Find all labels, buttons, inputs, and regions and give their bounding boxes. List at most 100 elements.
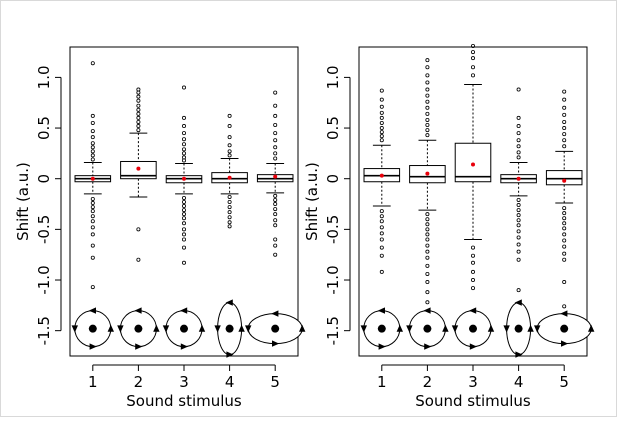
outlier-point — [516, 249, 521, 254]
arrow-icon — [377, 307, 385, 314]
mean-marker — [425, 171, 430, 176]
arrow-icon — [514, 299, 522, 306]
stimulus-center-dot — [514, 324, 523, 333]
x-tick-label: 5 — [559, 373, 569, 391]
arrow-icon — [442, 324, 449, 332]
outlier-point — [181, 158, 186, 163]
outlier-point — [136, 115, 141, 120]
outlier-point — [562, 138, 567, 143]
arrow-icon — [71, 325, 78, 333]
box-group — [165, 85, 203, 265]
outlier-point — [425, 58, 430, 63]
outlier-point — [425, 255, 430, 260]
outlier-point — [516, 115, 521, 120]
arrow-icon — [272, 340, 280, 347]
stimulus-center-dot — [423, 324, 432, 333]
y-tick-label: 1.0 — [35, 65, 53, 89]
outlier-point — [516, 229, 521, 234]
outlier-point — [425, 99, 430, 104]
arrow-icon — [378, 343, 386, 350]
stimulus-center-dot — [88, 324, 97, 333]
outlier-point — [470, 269, 475, 274]
stimulus-center-dot — [225, 324, 234, 333]
outlier-point — [227, 220, 232, 225]
arrow-icon — [117, 325, 124, 333]
outlier-point — [273, 218, 278, 223]
outlier-point — [181, 212, 186, 217]
left-boxplot-panel: -1.5 -1.0 -0.5 0 0.5 1.0 Shift (a.u.) 1 2 3 4 5 Soun… — [14, 46, 306, 410]
outlier-point — [136, 119, 141, 124]
x-axis-label: Sound stimulus — [415, 392, 531, 410]
outlier-point — [181, 204, 186, 209]
outlier-point — [273, 151, 278, 156]
outlier-point — [90, 219, 95, 224]
arrow-icon — [503, 325, 510, 333]
arrow-icon — [225, 299, 233, 306]
box-group — [363, 88, 401, 274]
outlier-point — [227, 113, 232, 118]
stimulus-icon-circle — [117, 307, 160, 350]
y-tick-label: -1.5 — [35, 316, 53, 345]
outlier-point — [562, 244, 567, 249]
x-axis-label: Sound stimulus — [126, 392, 242, 410]
outlier-point — [379, 130, 384, 135]
outlier-point — [379, 225, 384, 230]
outlier-point — [227, 205, 232, 210]
outlier-point — [273, 90, 278, 95]
x-tick-label: 1 — [377, 373, 387, 391]
outlier-point — [562, 89, 567, 94]
outlier-point — [227, 215, 232, 220]
arrow-icon — [245, 325, 252, 333]
outlier-point — [181, 131, 186, 136]
outlier-point — [90, 205, 95, 210]
box-group — [256, 90, 294, 257]
outlier-point — [273, 237, 278, 242]
arrow-icon — [88, 307, 96, 314]
outlier-point — [562, 97, 567, 102]
outlier-point — [273, 207, 278, 212]
outlier-point — [136, 257, 141, 262]
arrow-icon — [135, 343, 143, 350]
outlier-point — [90, 145, 95, 150]
outlier-point — [379, 88, 384, 93]
outlier-point — [425, 249, 430, 254]
y-tick-label: -0.5 — [35, 215, 53, 244]
box-group — [545, 89, 583, 309]
outlier-point — [425, 263, 430, 268]
plot-frame — [69, 46, 299, 357]
outlier-point — [562, 238, 567, 243]
outlier-point — [470, 286, 475, 291]
outlier-point — [425, 73, 430, 78]
outlier-point — [516, 138, 521, 143]
outlier-point — [273, 145, 278, 150]
stimulus-icon-circle — [162, 307, 206, 350]
outlier-point — [136, 111, 141, 116]
outlier-point — [425, 237, 430, 242]
outlier-point — [273, 212, 278, 217]
stimulus-icon-circle — [406, 307, 449, 350]
arrow-icon — [214, 325, 221, 333]
arrow-icon — [396, 324, 403, 332]
mean-marker — [90, 176, 95, 181]
y-tick-label: 0 — [324, 174, 342, 184]
stimulus-center-dot — [377, 324, 386, 333]
x-tick-label: 3 — [468, 373, 478, 391]
arrow-icon — [588, 324, 595, 332]
outlier-point — [273, 252, 278, 257]
outlier-point — [90, 285, 95, 290]
x-tick-label: 2 — [423, 373, 433, 391]
outlier-point — [425, 217, 430, 222]
stimulus-icon-circle — [360, 307, 403, 350]
outlier-point — [379, 115, 384, 120]
outlier-point — [227, 124, 232, 129]
outlier-point — [181, 124, 186, 129]
outlier-point — [470, 56, 475, 61]
outlier-point — [562, 257, 567, 262]
arrow-icon — [238, 324, 245, 332]
outlier-point — [379, 134, 384, 139]
outlier-point — [516, 150, 521, 155]
mean-marker — [562, 178, 567, 183]
outlier-point — [516, 197, 521, 202]
outlier-point — [516, 131, 521, 136]
